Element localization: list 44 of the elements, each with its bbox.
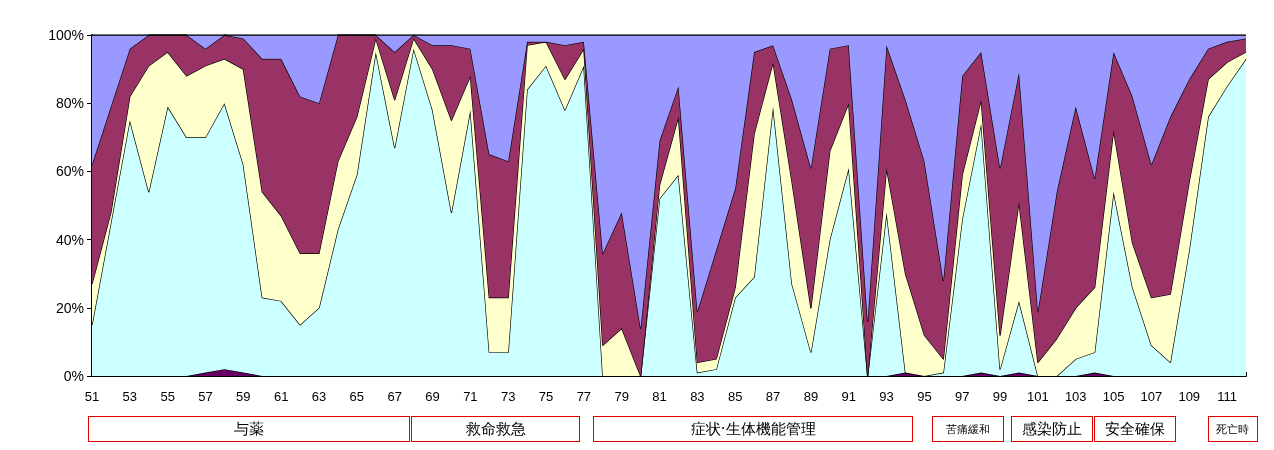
x-tick-label: 81 [652,389,667,404]
label-box: 救命救急 [411,416,581,442]
x-tick-label: 99 [992,389,1008,404]
y-tick-label: 80% [55,95,84,112]
label-box: 安全確保 [1094,416,1177,442]
x-tick-label: 59 [236,389,251,404]
x-tick-label: 57 [198,389,213,404]
x-tick-label: 85 [727,389,743,404]
x-tick-label: 73 [500,389,516,404]
x-tick-label: 79 [614,389,629,404]
x-tick-label: 55 [160,389,175,404]
x-tick-label: 61 [273,389,289,404]
y-tick-label: 20% [55,299,84,316]
x-tick-label: 65 [349,389,365,404]
x-tick-label: 87 [765,389,781,404]
x-tick-label: 67 [387,389,402,404]
label-box: 症状·生体機能管理 [593,416,914,442]
x-tick-label: 111 [1217,389,1237,404]
x-tick-label: 91 [841,389,856,404]
y-tick-label: 100% [48,27,84,43]
x-tick-label: 93 [879,389,894,404]
x-tick-label: 89 [803,389,819,404]
x-tick-label: 69 [425,389,440,404]
y-tick-label: 40% [55,231,84,248]
x-tick-label: 105 [1102,389,1125,404]
x-tick-label: 107 [1140,389,1163,404]
x-tick-label: 71 [463,389,478,404]
x-tick-label: 77 [576,389,592,404]
x-tick-label: 97 [955,389,970,404]
y-tick-label: 0% [63,368,84,384]
x-tick-label: 63 [311,389,327,404]
y-tick-label: 60% [55,163,84,180]
x-tick-label: 109 [1178,389,1201,404]
x-tick-label: 95 [917,389,932,404]
x-tick-label: 51 [84,389,100,404]
x-tick-label: 103 [1064,389,1087,404]
x-tick-label: 83 [690,389,705,404]
label-box: 苦痛緩和 [931,416,1005,442]
label-box: 感染防止 [1011,416,1093,442]
x-tick-label: 53 [122,389,138,404]
x-tick-label: 75 [538,389,554,404]
label-box: 与薬 [88,416,411,442]
x-tick-label: 101 [1027,389,1049,404]
label-box: 死亡時 [1207,416,1258,442]
